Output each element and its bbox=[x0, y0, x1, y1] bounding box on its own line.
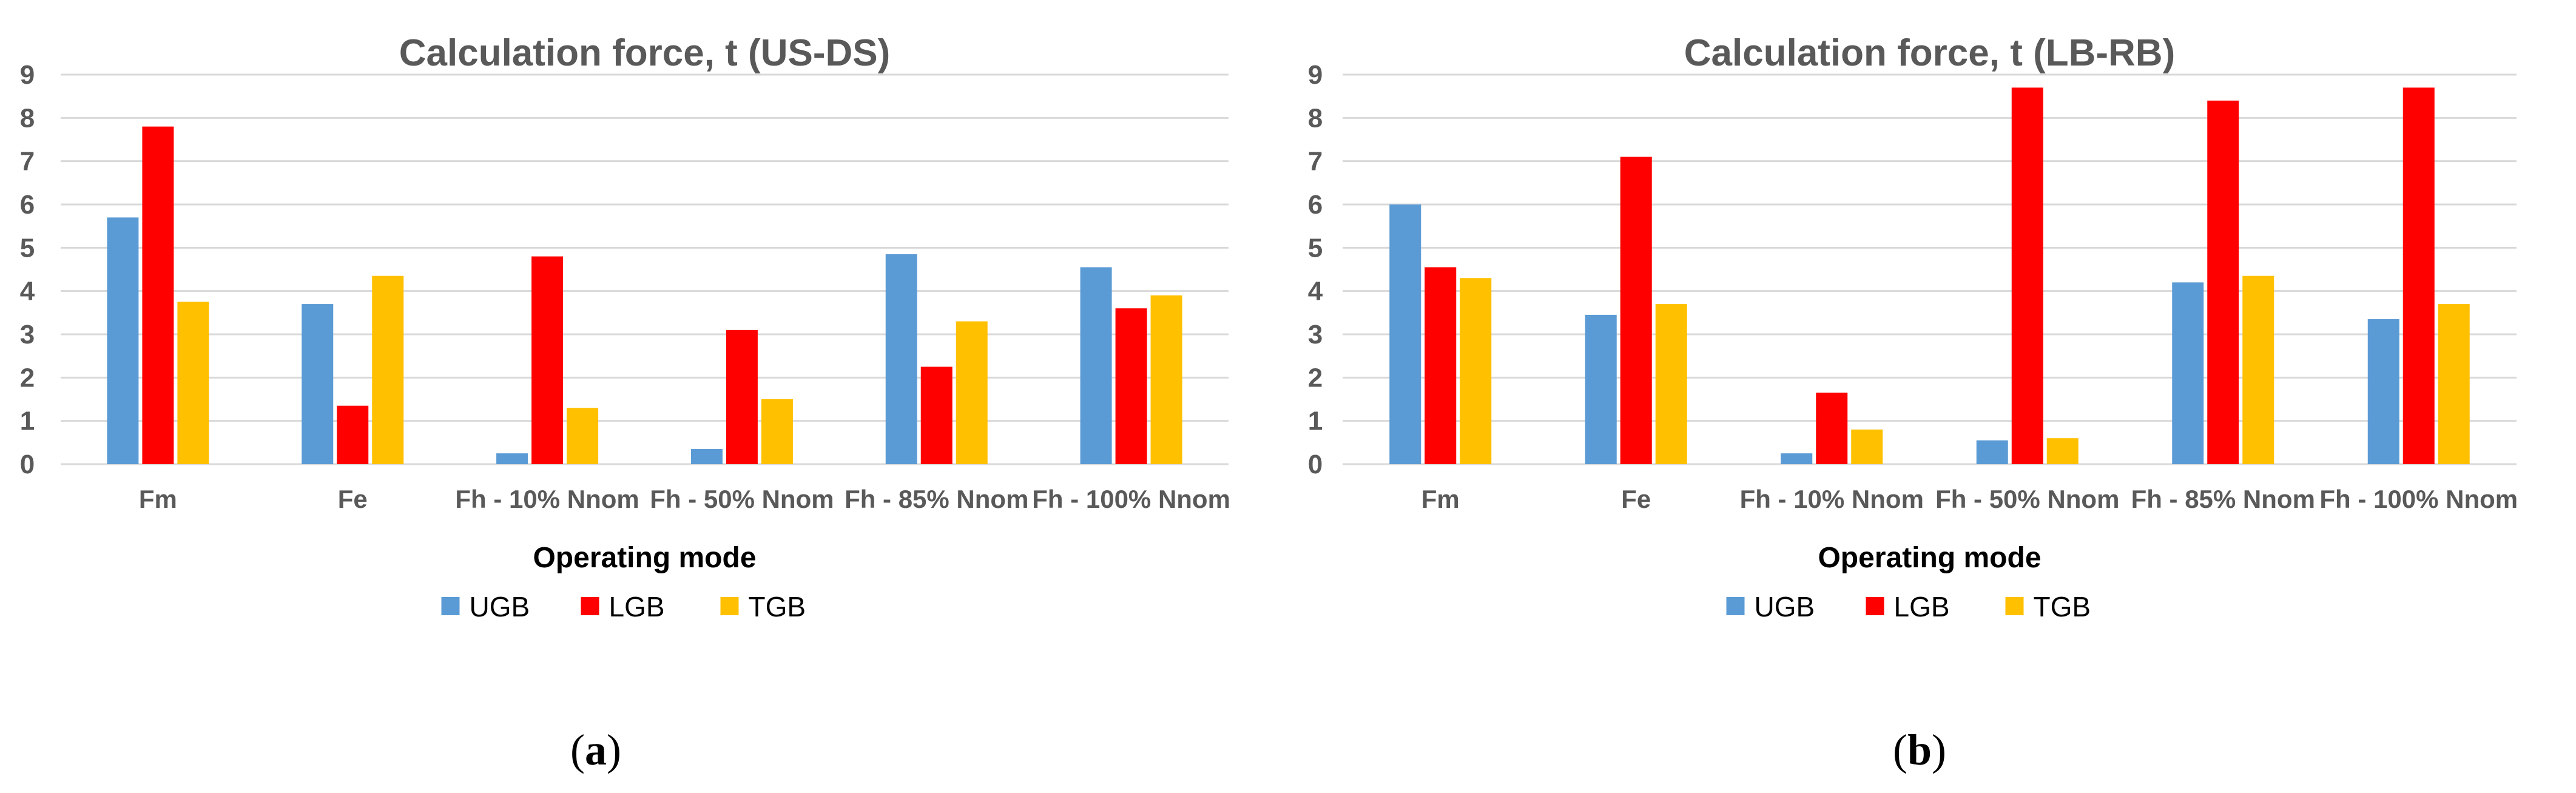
panel-label-b: (b) bbox=[1893, 726, 1947, 774]
legend-swatch-lgb bbox=[1866, 597, 1884, 615]
bar-ugb bbox=[1389, 204, 1421, 464]
bar-lgb bbox=[1620, 157, 1652, 464]
x-tick-label: Fh - 100% Nnom bbox=[2319, 485, 2518, 513]
x-axis-label: Operating mode bbox=[1818, 542, 2041, 574]
y-tick-label: 1 bbox=[20, 407, 35, 436]
legend-label-lgb: LGB bbox=[609, 591, 665, 623]
x-axis-label: Operating mode bbox=[533, 542, 756, 574]
legend-label-ugb: UGB bbox=[470, 591, 530, 623]
chart-title: Calculation force, t (LB-RB) bbox=[1684, 32, 2175, 74]
x-tick-label: Fh - 50% Nnom bbox=[650, 485, 834, 513]
bar-tgb bbox=[1150, 295, 1182, 464]
y-tick-label: 4 bbox=[20, 277, 35, 306]
legend-label-lgb: LGB bbox=[1894, 591, 1950, 623]
chart-title: Calculation force, t (US-DS) bbox=[399, 32, 891, 74]
bar-tgb bbox=[1655, 304, 1687, 464]
legend-label-ugb: UGB bbox=[1755, 591, 1815, 623]
bar-tgb bbox=[956, 321, 988, 464]
bar-ugb bbox=[1976, 440, 2008, 464]
legend-label-tgb: TGB bbox=[749, 591, 806, 623]
bar-ugb bbox=[885, 254, 917, 464]
y-tick-label: 5 bbox=[1308, 233, 1323, 263]
bar-ugb bbox=[107, 217, 139, 464]
bar-lgb bbox=[531, 256, 564, 464]
x-tick-label: Fe bbox=[338, 485, 368, 513]
bar-ugb bbox=[2367, 319, 2399, 464]
x-tick-label: Fe bbox=[1621, 485, 1651, 513]
legend-swatch-ugb bbox=[1726, 597, 1745, 615]
legend-swatch-lgb bbox=[581, 597, 599, 615]
bar-lgb bbox=[2207, 100, 2239, 465]
legend-swatch-tgb bbox=[2005, 597, 2024, 615]
bar-lgb bbox=[920, 366, 953, 464]
bar-tgb bbox=[177, 302, 209, 464]
x-tick-label: Fm bbox=[1421, 485, 1460, 513]
y-tick-label: 9 bbox=[20, 60, 35, 90]
bar-lgb bbox=[2011, 87, 2043, 464]
bar-lgb bbox=[726, 329, 758, 464]
x-tick-label: Fh - 100% Nnom bbox=[1032, 485, 1230, 513]
y-tick-label: 3 bbox=[1308, 320, 1323, 349]
bar-lgb bbox=[1816, 393, 1848, 464]
bar-tgb bbox=[2438, 304, 2470, 464]
y-tick-label: 3 bbox=[20, 320, 35, 349]
bar-lgb bbox=[2402, 87, 2435, 464]
y-tick-label: 8 bbox=[1308, 103, 1323, 133]
x-tick-label: Fh - 85% Nnom bbox=[845, 485, 1028, 513]
bar-tgb bbox=[1460, 278, 1492, 464]
bar-tgb bbox=[372, 275, 404, 464]
bar-ugb bbox=[1781, 453, 1813, 464]
y-tick-label: 8 bbox=[20, 103, 35, 133]
bar-ugb bbox=[2172, 282, 2204, 464]
y-tick-label: 0 bbox=[20, 450, 35, 479]
x-tick-label: Fh - 50% Nnom bbox=[1935, 485, 2119, 513]
y-tick-label: 7 bbox=[20, 147, 35, 177]
x-tick-label: Fh - 10% Nnom bbox=[455, 485, 639, 513]
legend-swatch-tgb bbox=[720, 597, 739, 615]
y-tick-label: 6 bbox=[20, 190, 35, 220]
bar-tgb bbox=[2242, 275, 2274, 464]
bar-tgb bbox=[567, 408, 599, 464]
panel-label-a: (a) bbox=[570, 726, 621, 774]
y-tick-label: 2 bbox=[1308, 363, 1323, 393]
legend-label-tgb: TGB bbox=[2034, 591, 2091, 623]
bar-ugb bbox=[496, 453, 528, 464]
x-tick-label: Fh - 10% Nnom bbox=[1740, 485, 1924, 513]
bar-lgb bbox=[1425, 267, 1457, 464]
y-tick-label: 5 bbox=[20, 233, 35, 263]
y-tick-label: 0 bbox=[1308, 450, 1323, 479]
bar-tgb bbox=[2046, 438, 2079, 464]
chart-panel-a: Calculation force, t (US-DS) 0 1 2 3 4 5 6 7 8 9 Fm… bbox=[20, 32, 1230, 623]
bar-lgb bbox=[1115, 308, 1147, 464]
chart-panel-b: Calculation force, t (LB-RB) 0 1 2 3 4 5 6 7 8 9 Fm… bbox=[1308, 32, 2518, 623]
bar-ugb bbox=[1585, 314, 1617, 464]
y-tick-label: 2 bbox=[20, 363, 35, 393]
y-tick-label: 9 bbox=[1308, 60, 1323, 90]
y-tick-label: 6 bbox=[1308, 190, 1323, 220]
x-tick-label: Fh - 85% Nnom bbox=[2131, 485, 2315, 513]
y-tick-label: 7 bbox=[1308, 147, 1323, 177]
x-tick-label: Fm bbox=[139, 485, 177, 513]
bar-lgb bbox=[142, 126, 174, 465]
bar-tgb bbox=[761, 399, 793, 464]
bar-tgb bbox=[1851, 429, 1883, 464]
bar-ugb bbox=[302, 304, 334, 464]
y-tick-label: 4 bbox=[1308, 277, 1323, 306]
y-tick-label: 1 bbox=[1308, 407, 1323, 436]
bar-ugb bbox=[1080, 267, 1112, 464]
legend-swatch-ugb bbox=[441, 597, 460, 615]
bar-ugb bbox=[690, 449, 723, 464]
bar-lgb bbox=[337, 405, 369, 464]
